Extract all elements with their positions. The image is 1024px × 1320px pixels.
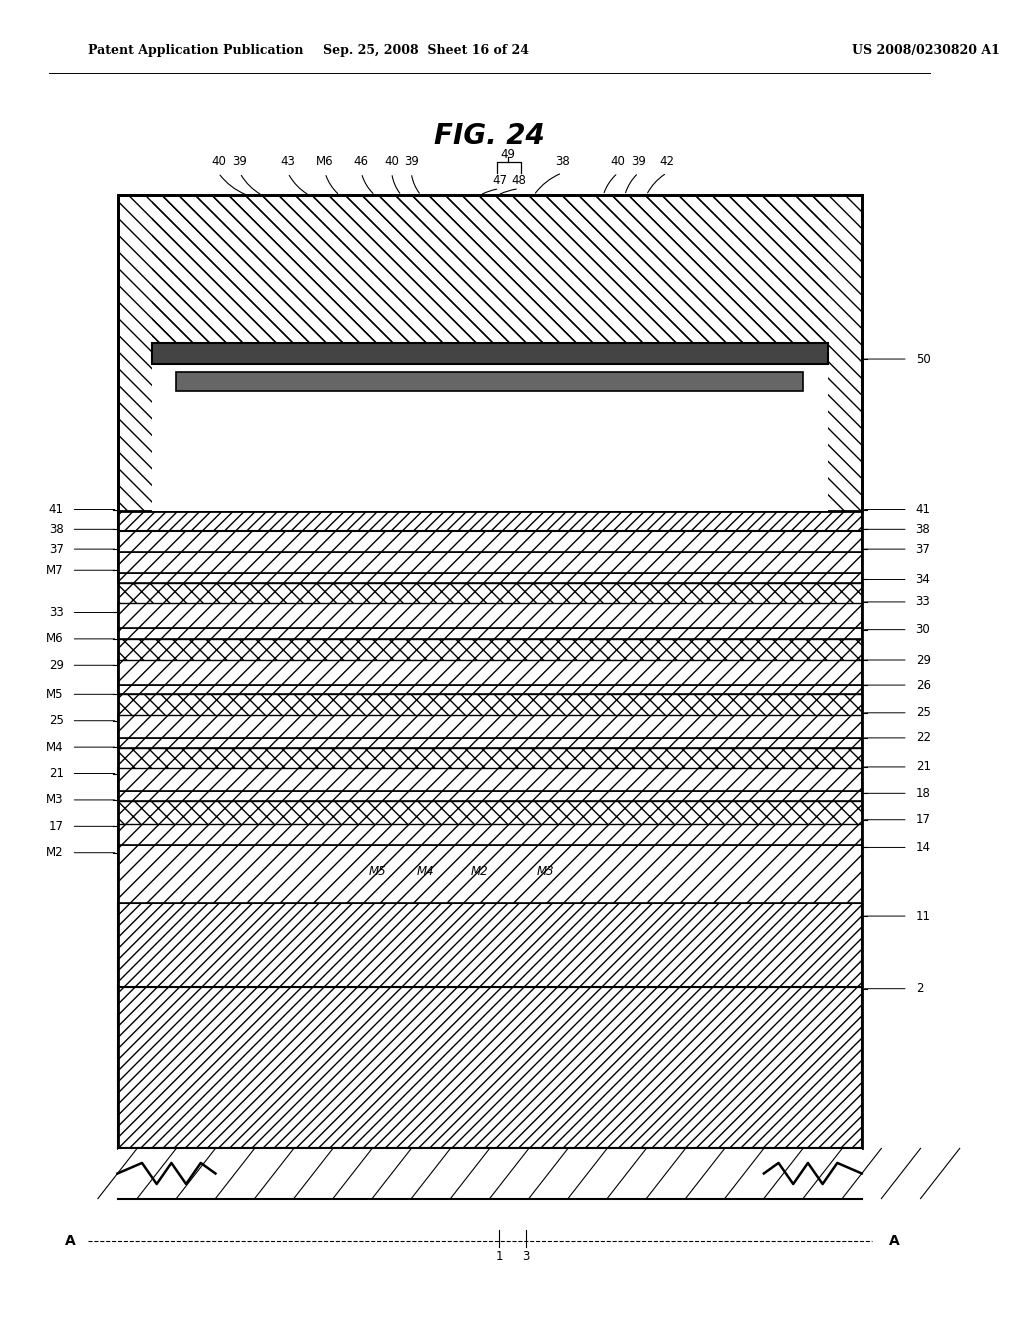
Text: 25: 25 — [915, 706, 931, 719]
Bar — [118, 583, 862, 603]
Text: 47: 47 — [492, 174, 507, 187]
Text: 40: 40 — [610, 154, 626, 168]
Text: 37: 37 — [49, 543, 63, 556]
Bar — [118, 824, 862, 845]
Bar — [118, 660, 862, 685]
Text: M4: M4 — [417, 865, 435, 878]
Text: 37: 37 — [915, 543, 931, 556]
Text: 41: 41 — [49, 503, 63, 516]
Text: 38: 38 — [555, 154, 569, 168]
Text: M2: M2 — [471, 865, 488, 878]
Text: 39: 39 — [403, 154, 419, 168]
Text: M5: M5 — [369, 865, 386, 878]
Bar — [152, 195, 827, 343]
Text: 1: 1 — [496, 1250, 503, 1263]
Text: 11: 11 — [915, 909, 931, 923]
Bar — [176, 364, 803, 372]
Bar — [118, 628, 862, 639]
Text: 2: 2 — [915, 982, 924, 995]
Bar — [118, 768, 862, 791]
Text: 21: 21 — [49, 767, 63, 780]
Bar — [118, 738, 862, 748]
Text: A: A — [889, 1234, 899, 1247]
Text: 50: 50 — [915, 352, 931, 366]
Text: M6: M6 — [46, 632, 63, 645]
Text: 40: 40 — [211, 154, 226, 168]
Bar — [176, 372, 803, 391]
Text: Patent Application Publication: Patent Application Publication — [88, 44, 304, 57]
Bar — [118, 715, 862, 738]
Text: M4: M4 — [46, 741, 63, 754]
Text: 17: 17 — [49, 820, 63, 833]
Bar — [118, 748, 862, 768]
Bar — [118, 531, 862, 552]
Bar — [118, 195, 862, 1148]
Text: 43: 43 — [281, 154, 295, 168]
Text: M3: M3 — [537, 865, 554, 878]
Text: M2: M2 — [46, 846, 63, 859]
Bar — [118, 511, 862, 531]
Bar — [152, 343, 827, 364]
Bar — [118, 987, 862, 1148]
Text: 46: 46 — [354, 154, 369, 168]
Text: 25: 25 — [49, 714, 63, 727]
Bar — [118, 845, 862, 903]
Text: M6: M6 — [316, 154, 334, 168]
Bar — [118, 195, 862, 511]
Text: M7: M7 — [46, 564, 63, 577]
Bar — [118, 685, 862, 694]
Text: 18: 18 — [915, 787, 931, 800]
Text: M5: M5 — [46, 688, 63, 701]
Bar — [118, 639, 862, 660]
Text: 30: 30 — [915, 623, 931, 636]
Bar — [118, 195, 862, 511]
Text: Sep. 25, 2008  Sheet 16 of 24: Sep. 25, 2008 Sheet 16 of 24 — [323, 44, 529, 57]
Text: 40: 40 — [384, 154, 399, 168]
Bar — [118, 1148, 862, 1199]
Text: 42: 42 — [659, 154, 675, 168]
Text: 3: 3 — [522, 1250, 529, 1263]
Text: 39: 39 — [232, 154, 248, 168]
Text: 14: 14 — [915, 841, 931, 854]
Text: US 2008/0230820 A1: US 2008/0230820 A1 — [852, 44, 999, 57]
Text: 38: 38 — [915, 523, 931, 536]
Bar — [118, 903, 862, 987]
Text: 34: 34 — [915, 573, 931, 586]
Text: 22: 22 — [915, 731, 931, 744]
Text: 49: 49 — [501, 148, 516, 161]
Text: M3: M3 — [46, 793, 63, 807]
Text: 33: 33 — [49, 606, 63, 619]
Text: A: A — [66, 1234, 76, 1247]
Text: 33: 33 — [915, 595, 931, 609]
Bar — [118, 791, 862, 801]
Text: 39: 39 — [631, 154, 646, 168]
Text: 29: 29 — [49, 659, 63, 672]
Text: 17: 17 — [915, 813, 931, 826]
Bar — [118, 552, 862, 573]
Bar — [118, 801, 862, 824]
Bar — [118, 573, 862, 583]
Bar — [152, 364, 827, 511]
Bar — [118, 694, 862, 715]
Bar — [118, 603, 862, 628]
Text: 29: 29 — [915, 653, 931, 667]
Text: 41: 41 — [915, 503, 931, 516]
Text: 48: 48 — [512, 174, 526, 187]
Text: FIG. 24: FIG. 24 — [434, 121, 545, 150]
Text: 26: 26 — [915, 678, 931, 692]
Text: 38: 38 — [49, 523, 63, 536]
Text: 21: 21 — [915, 760, 931, 774]
